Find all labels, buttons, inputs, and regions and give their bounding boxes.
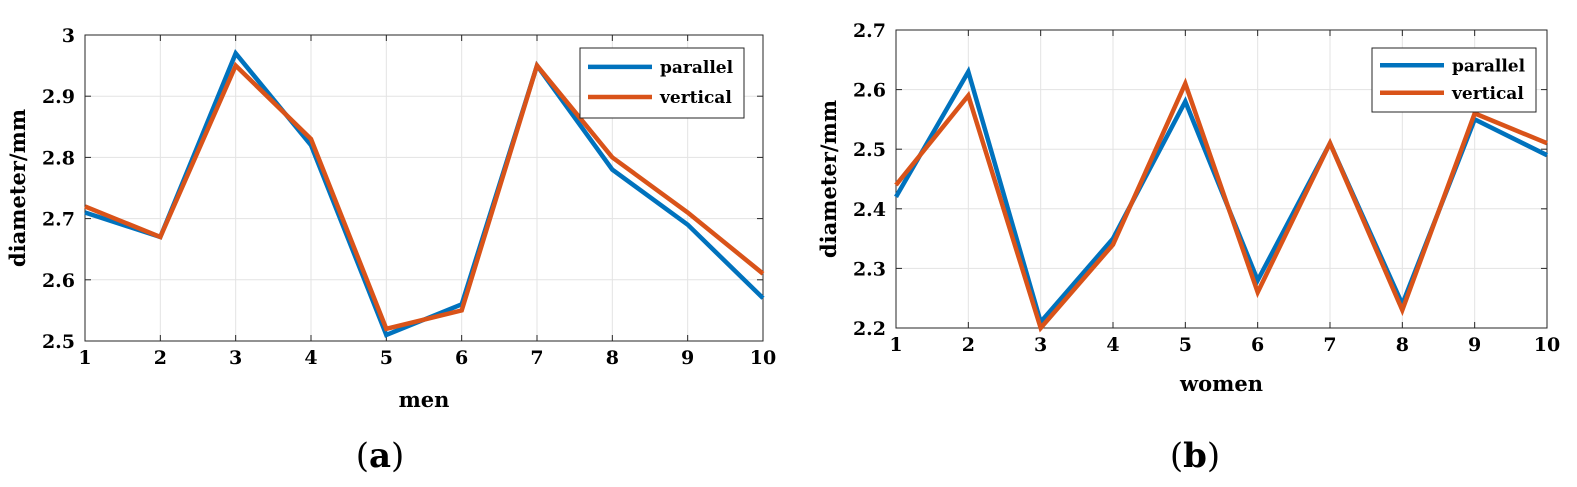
legend: parallel vertical bbox=[579, 47, 745, 119]
y-axis-label: diameter/mm bbox=[816, 100, 841, 258]
y-tick-label: 2.6 bbox=[853, 80, 886, 102]
x-tick-label: 1 bbox=[889, 334, 902, 356]
y-tick-label: 2.2 bbox=[853, 318, 886, 340]
x-tick-label: 10 bbox=[1534, 334, 1560, 356]
chart-panel-a: 1 2 3 4 5 6 7 8 9 10 2.5 2.6 2.7 2.8 2.9 3 men diameter/m… bbox=[5, 25, 776, 476]
x-tick-label: 3 bbox=[1034, 334, 1047, 356]
x-tick-label: 2 bbox=[154, 347, 167, 369]
panel-label: (b) bbox=[1170, 436, 1220, 476]
legend-box bbox=[579, 47, 745, 119]
series-line-vertical bbox=[84, 60, 765, 332]
panel-letter: b bbox=[1183, 436, 1207, 476]
x-tick-label: 10 bbox=[750, 347, 776, 369]
y-tick-label: 2.4 bbox=[853, 199, 886, 221]
legend-label-parallel: parallel bbox=[660, 58, 734, 78]
x-tick-label: 6 bbox=[1251, 334, 1264, 356]
y-tick-label: 2.5 bbox=[853, 139, 886, 161]
y-tick-label: 2.7 bbox=[853, 20, 886, 42]
y-tick-label: 2.8 bbox=[42, 147, 75, 169]
y-axis-label: diameter/mm bbox=[5, 109, 30, 267]
x-tick-label: 7 bbox=[530, 347, 543, 369]
y-tick-label: 2.9 bbox=[42, 86, 75, 108]
legend: parallel vertical bbox=[1371, 47, 1537, 113]
y-tick-label: 2.6 bbox=[42, 270, 75, 292]
chart-panel-b: 1 2 3 4 5 6 7 8 9 10 2.2 2.3 2.4 2.5 2.6 2.7 women diamet… bbox=[816, 20, 1560, 476]
x-tick-label: 8 bbox=[606, 347, 619, 369]
x-tick-label: 7 bbox=[1323, 334, 1336, 356]
x-tick-label: 3 bbox=[229, 347, 242, 369]
x-axis-label: men bbox=[399, 387, 450, 412]
panel-label: (a) bbox=[356, 436, 405, 476]
legend-label-vertical: vertical bbox=[659, 88, 732, 108]
legend-label-parallel: parallel bbox=[1452, 56, 1526, 76]
x-tick-label: 6 bbox=[455, 347, 468, 369]
x-tick-label: 5 bbox=[380, 347, 393, 369]
axes-box bbox=[84, 34, 764, 342]
panel-letter: a bbox=[369, 436, 391, 476]
series-line-vertical bbox=[894, 77, 1548, 333]
x-tick-label: 5 bbox=[1179, 334, 1192, 356]
legend-label-vertical: vertical bbox=[1451, 84, 1524, 104]
y-tick-label: 3 bbox=[62, 25, 75, 47]
x-tick-label: 1 bbox=[78, 347, 91, 369]
axes-box bbox=[895, 29, 1548, 329]
x-tick-label: 8 bbox=[1396, 334, 1409, 356]
x-tick-label: 9 bbox=[681, 347, 694, 369]
y-tick-label: 2.7 bbox=[42, 209, 75, 231]
x-tick-label: 9 bbox=[1468, 334, 1481, 356]
legend-box bbox=[1371, 47, 1537, 113]
y-tick-label: 2.5 bbox=[42, 331, 75, 353]
x-tick-label: 4 bbox=[1106, 334, 1119, 356]
x-tick-label: 4 bbox=[304, 347, 317, 369]
x-axis-label: women bbox=[1179, 371, 1263, 396]
x-tick-label: 2 bbox=[962, 334, 975, 356]
y-tick-label: 2.3 bbox=[853, 258, 886, 280]
